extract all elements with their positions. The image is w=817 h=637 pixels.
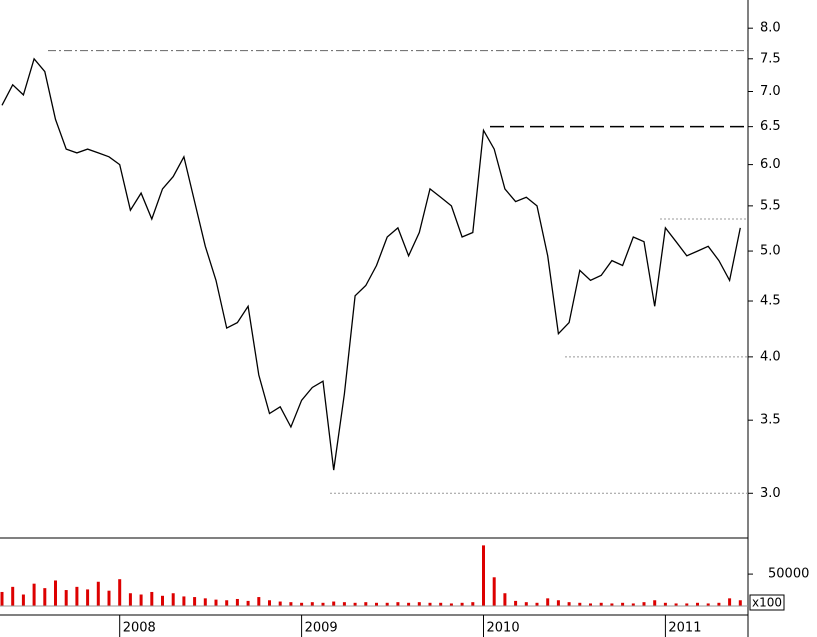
volume-bar <box>310 602 314 606</box>
volume-bar <box>556 600 560 606</box>
price-line <box>1 57 741 471</box>
volume-bar <box>417 602 421 606</box>
volume-bar <box>171 593 175 606</box>
volume-bar <box>342 602 346 606</box>
volume-bar <box>524 602 528 606</box>
volume-bar <box>407 602 411 606</box>
volume-bar <box>107 590 111 606</box>
volume-bar <box>663 602 667 606</box>
volume-bar <box>631 603 635 606</box>
volume-bar <box>182 596 186 606</box>
volume-bar <box>0 591 4 606</box>
volume-bar <box>738 600 742 606</box>
y-tick-label: 3.0 <box>760 486 781 501</box>
x-tick-label: 2008 <box>123 621 156 636</box>
volume-bar <box>75 586 79 606</box>
x-tick-label: 2010 <box>487 621 520 636</box>
volume-bar <box>642 602 646 606</box>
volume-bar <box>128 593 132 606</box>
volume-bar <box>696 602 699 606</box>
volume-bar <box>86 589 90 606</box>
volume-bar <box>11 586 15 606</box>
volume-bar <box>503 593 507 606</box>
volume-bar <box>353 602 357 606</box>
volume-bar <box>257 597 261 606</box>
volume-bar <box>96 581 100 606</box>
volume-bar <box>717 602 721 606</box>
volume-bar <box>54 580 57 606</box>
volume-bar <box>535 602 539 606</box>
volume-bar <box>32 583 36 606</box>
y-tick-label: 8.0 <box>760 21 781 36</box>
y-tick-label: 5.0 <box>760 244 781 259</box>
volume-bar <box>289 602 293 606</box>
volume-bar <box>396 602 400 606</box>
volume-bar <box>685 603 689 606</box>
volume-tick-label: 50000 <box>768 567 809 582</box>
y-tick-label: 4.0 <box>760 349 781 364</box>
volume-bar <box>589 603 592 606</box>
volume-bar <box>64 590 68 606</box>
volume-bar <box>385 602 389 606</box>
volume-bar <box>375 602 378 606</box>
y-tick-label: 7.0 <box>760 84 781 99</box>
volume-bar <box>332 601 336 606</box>
volume-bar <box>214 599 218 606</box>
volume-bar <box>428 602 432 606</box>
volume-bar <box>43 588 47 606</box>
volume-bar <box>567 602 571 606</box>
x-tick-label: 2009 <box>305 621 338 636</box>
y-tick-label: 6.5 <box>760 119 781 134</box>
volume-bar <box>449 603 453 606</box>
volume-unit: x100 <box>752 596 782 610</box>
unit-box <box>749 594 785 611</box>
volume-bar <box>203 598 207 606</box>
volume-bar <box>728 598 732 606</box>
volume-bar <box>546 598 550 606</box>
volume-bar <box>139 594 143 606</box>
volume-bar <box>674 603 678 606</box>
volume-bar <box>653 600 657 606</box>
volume-bar <box>161 595 164 606</box>
volume-bar <box>492 577 496 606</box>
volume-bar <box>235 598 239 606</box>
volume-bar <box>610 603 614 606</box>
volume-bar <box>118 579 122 606</box>
y-tick-label: 5.5 <box>760 198 781 213</box>
volume-bar <box>21 594 25 606</box>
volume-bar <box>246 600 250 606</box>
y-tick-label: 7.5 <box>760 51 781 66</box>
volume-bar <box>578 602 582 606</box>
volume-bar <box>482 545 485 606</box>
volume-bar <box>706 603 710 606</box>
volume-bar <box>268 600 271 606</box>
x-tick-label: 2011 <box>668 621 701 636</box>
volume-bar <box>300 602 304 606</box>
volume-bar <box>471 602 475 606</box>
y-tick-label: 4.5 <box>760 294 781 309</box>
volume-bar <box>599 602 603 606</box>
volume-bar <box>514 600 518 606</box>
volume-bar <box>193 597 197 606</box>
volume-bar <box>278 601 282 606</box>
volume-bar <box>150 591 154 606</box>
y-tick-label: 6.0 <box>760 157 781 172</box>
volume-bar <box>225 600 229 606</box>
volume-bar <box>460 602 464 606</box>
volume-bar <box>321 602 325 606</box>
volume-bar <box>621 602 625 606</box>
volume-bar <box>364 602 368 606</box>
volume-bar <box>439 602 443 606</box>
y-tick-label: 3.5 <box>760 413 781 428</box>
